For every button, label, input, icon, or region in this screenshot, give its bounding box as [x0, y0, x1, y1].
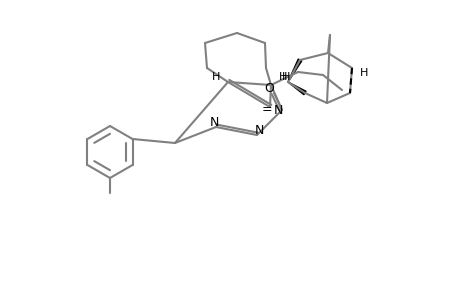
Text: N: N	[273, 103, 282, 116]
Text: H: H	[281, 72, 290, 82]
Text: H: H	[278, 72, 286, 82]
Text: H: H	[211, 72, 220, 82]
Text: O: O	[263, 82, 274, 94]
Text: N: N	[209, 116, 218, 128]
Text: N: N	[254, 124, 263, 136]
Text: H: H	[359, 68, 367, 78]
Polygon shape	[287, 59, 301, 82]
Polygon shape	[287, 82, 305, 95]
Text: =: =	[261, 103, 272, 116]
